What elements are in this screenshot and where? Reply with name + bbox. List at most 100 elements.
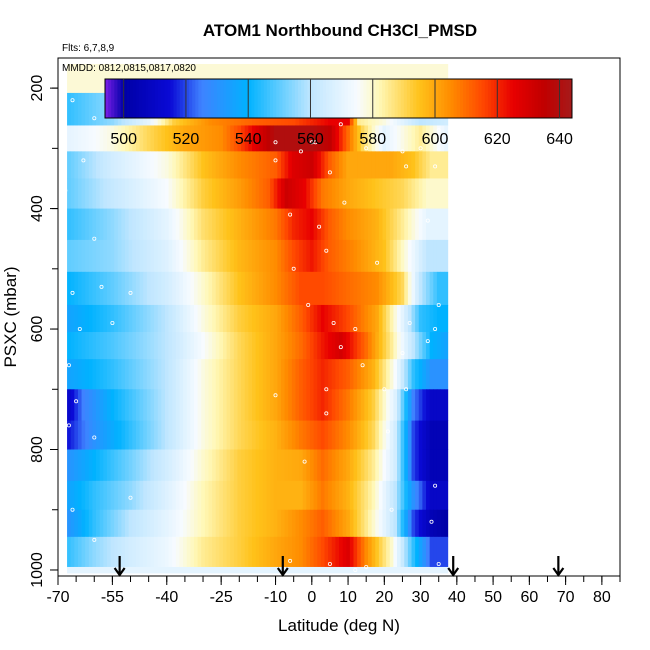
- heatmap-cell: [360, 566, 365, 574]
- heatmap-cell: [186, 566, 191, 574]
- heatmap-cell: [150, 420, 155, 450]
- heatmap-cell: [208, 566, 213, 574]
- heatmap-cell: [436, 151, 441, 179]
- heatmap-cell: [99, 178, 104, 209]
- heatmap-cell: [88, 509, 93, 538]
- colorbar-swatch: [298, 79, 302, 118]
- heatmap-cell: [85, 480, 90, 511]
- x-axis-label: Latitude (deg N): [278, 616, 400, 635]
- heatmap-cell: [193, 125, 198, 152]
- heatmap-cell: [382, 332, 387, 360]
- heatmap-cell: [407, 271, 412, 306]
- heatmap-cell: [197, 566, 202, 574]
- heatmap-cell: [291, 480, 296, 511]
- heatmap-cell: [335, 359, 340, 390]
- heatmap-cell: [320, 304, 325, 333]
- heatmap-cell: [346, 332, 351, 360]
- x-tick-label: 80: [593, 589, 611, 606]
- heatmap-cell: [400, 536, 405, 568]
- heatmap-cell: [407, 151, 412, 179]
- heatmap-cell: [353, 304, 358, 333]
- heatmap-cell: [85, 239, 90, 273]
- heatmap-cell: [320, 420, 325, 450]
- heatmap-cell: [183, 208, 188, 241]
- heatmap-cell: [429, 304, 434, 333]
- heatmap-cell: [389, 449, 394, 482]
- heatmap-cell: [204, 389, 209, 421]
- heatmap-cell: [433, 271, 438, 306]
- heatmap-cell: [262, 389, 267, 421]
- heatmap-cell: [273, 125, 278, 152]
- heatmap-cell: [382, 480, 387, 511]
- heatmap-cell: [175, 480, 180, 511]
- heatmap-cell: [201, 566, 206, 574]
- sample-point: [404, 387, 409, 392]
- heatmap-cell: [415, 359, 420, 390]
- heatmap-cell: [193, 449, 198, 482]
- heatmap-cell: [85, 178, 90, 209]
- heatmap-cell: [295, 566, 300, 574]
- heatmap-cell: [353, 208, 358, 241]
- heatmap-cell: [407, 208, 412, 241]
- heatmap-cell: [172, 420, 177, 450]
- heatmap-cell: [74, 208, 79, 241]
- heatmap-cell: [335, 178, 340, 209]
- colorbar-swatch: [487, 79, 492, 118]
- heatmap-cell: [346, 536, 351, 568]
- heatmap-cell: [186, 420, 191, 450]
- heatmap-cell: [117, 239, 122, 273]
- heatmap-cell: [404, 178, 409, 209]
- heatmap-cell: [429, 151, 434, 179]
- heatmap-cell: [212, 359, 217, 390]
- heatmap-cell: [339, 420, 344, 450]
- heatmap-cell: [96, 271, 101, 306]
- heatmap-cell: [241, 449, 246, 482]
- heatmap-cell: [219, 178, 224, 209]
- sample-point: [273, 158, 278, 163]
- heatmap-cell: [444, 536, 449, 568]
- heatmap-cell: [106, 449, 111, 482]
- heatmap-cell: [103, 449, 108, 482]
- heatmap-cell: [295, 420, 300, 450]
- heatmap-cell: [404, 332, 409, 360]
- heatmap-cell: [426, 178, 431, 209]
- colorbar-swatch: [559, 79, 564, 118]
- heatmap-cell: [150, 151, 155, 179]
- heatmap-cell: [306, 480, 311, 511]
- heatmap-cell: [295, 449, 300, 482]
- heatmap-cell: [161, 509, 166, 538]
- colorbar-swatch: [235, 79, 240, 118]
- heatmap-cell: [444, 125, 449, 152]
- heatmap-cell: [226, 208, 231, 241]
- heatmap-cell: [219, 536, 224, 568]
- heatmap-cell: [70, 239, 75, 273]
- heatmap-cell: [444, 304, 449, 333]
- colorbar-swatch: [428, 79, 433, 118]
- colorbar-swatch: [182, 79, 187, 118]
- heatmap-cell: [85, 566, 90, 574]
- heatmap-cell: [429, 389, 434, 421]
- colorbar-swatch: [500, 79, 504, 118]
- heatmap-cell: [204, 449, 209, 482]
- heatmap-cell: [99, 92, 104, 126]
- heatmap-cell: [273, 239, 278, 273]
- heatmap-cell: [222, 332, 227, 360]
- heatmap-cell: [418, 420, 423, 450]
- heatmap-cell: [371, 509, 376, 538]
- colorbar-swatch: [372, 79, 377, 118]
- heatmap-cell: [353, 389, 358, 421]
- heatmap-cell: [74, 359, 79, 390]
- heatmap-cell: [426, 536, 431, 568]
- heatmap-cell: [121, 304, 126, 333]
- heatmap-cell: [157, 536, 162, 568]
- heatmap-cell: [168, 208, 173, 241]
- heatmap-cell: [280, 239, 286, 273]
- heatmap-cell: [440, 151, 445, 179]
- colorbar-swatch: [276, 79, 280, 118]
- heatmap-cell: [186, 208, 191, 241]
- heatmap-cell: [96, 420, 101, 450]
- heatmap-cell: [328, 151, 333, 179]
- heatmap-cell: [164, 480, 169, 511]
- heatmap-cell: [270, 271, 275, 306]
- heatmap-cell: [132, 359, 137, 390]
